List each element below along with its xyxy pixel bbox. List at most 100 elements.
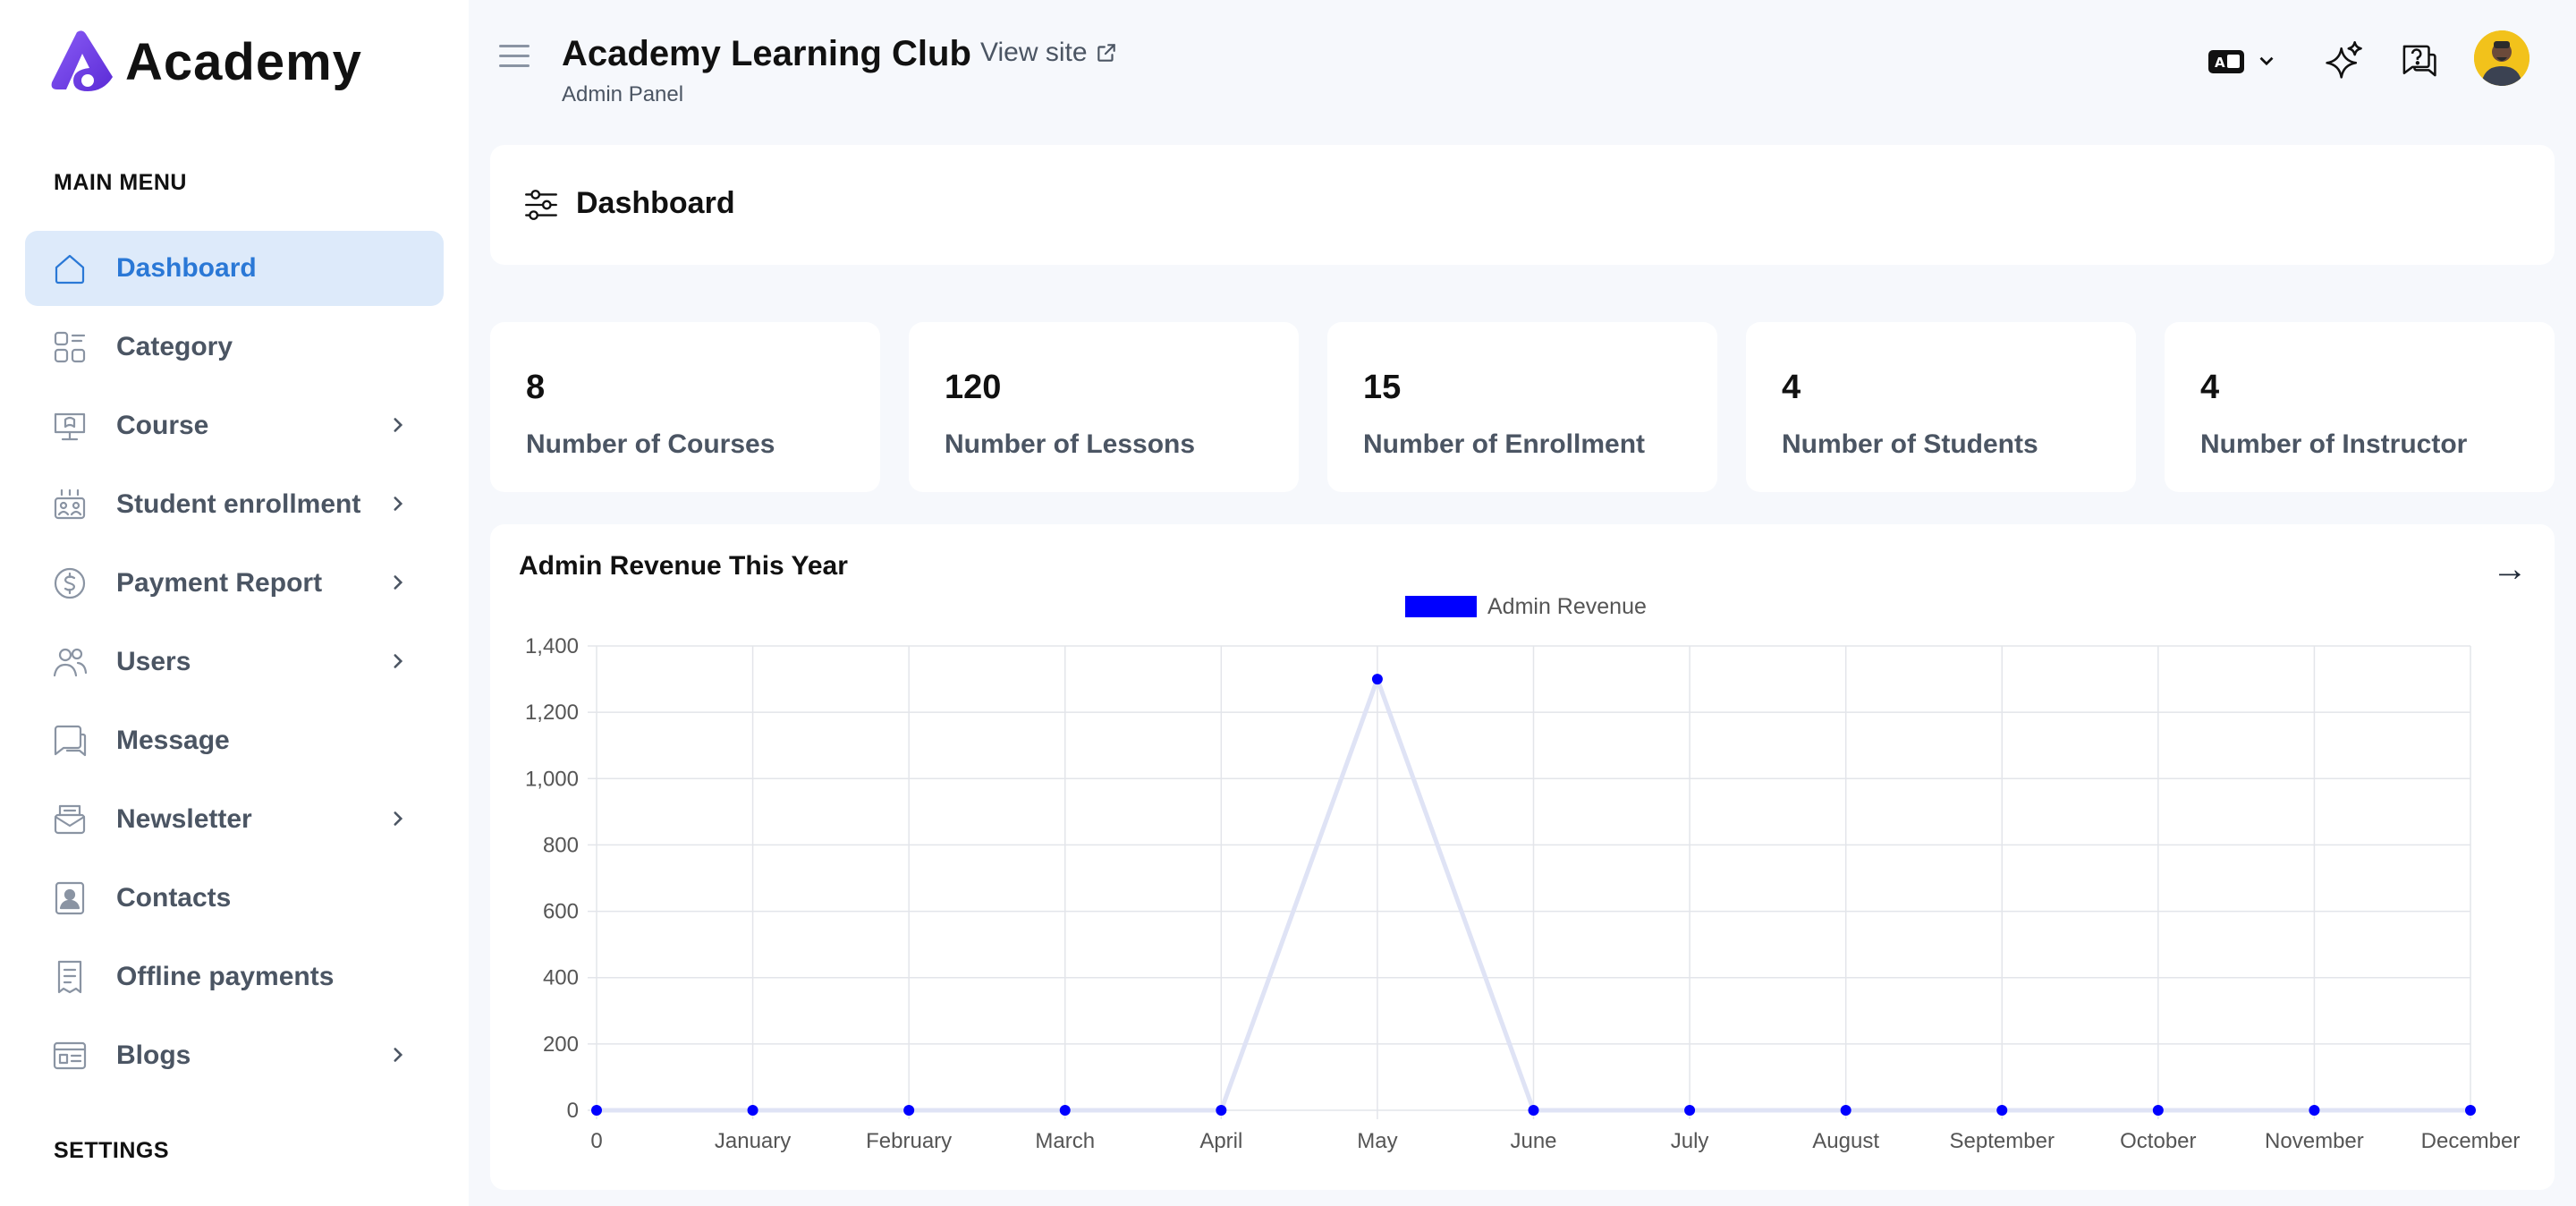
data-point <box>2465 1105 2476 1116</box>
receipt-icon <box>50 957 89 997</box>
category-icon <box>50 327 89 367</box>
data-point <box>2309 1105 2320 1116</box>
stat-value: 8 <box>526 369 546 406</box>
brand-logo[interactable]: Academy <box>47 27 362 97</box>
sidebar: Academy MAIN MENU Dashboard Category Cours… <box>0 0 469 1206</box>
data-point <box>1371 674 1383 685</box>
data-point <box>591 1105 602 1116</box>
hamburger-menu-icon[interactable] <box>499 45 530 70</box>
chevron-right-icon <box>394 418 403 432</box>
x-tick-label: June <box>1510 1129 1556 1153</box>
legend-swatch <box>1405 596 1477 617</box>
x-tick-label: January <box>715 1129 791 1153</box>
stat-card-instructors[interactable]: 4 Number of Instructor <box>2165 322 2555 492</box>
stat-value: 4 <box>1782 369 1801 406</box>
sidebar-item-student-enrollment[interactable]: Student enrollment <box>25 467 444 542</box>
page-header-card: Dashboard <box>490 145 2555 265</box>
x-tick-label: November <box>2265 1129 2364 1153</box>
stat-value: 15 <box>1363 369 1402 406</box>
x-tick-label: May <box>1357 1129 1397 1153</box>
y-tick-label: 0 <box>567 1099 579 1123</box>
course-icon <box>50 406 89 446</box>
sparkle-icon <box>2326 41 2362 79</box>
chevron-right-icon <box>394 1048 403 1062</box>
x-tick-label: March <box>1035 1129 1095 1153</box>
x-tick-label: February <box>866 1129 952 1153</box>
stat-card-enrollment[interactable]: 15 Number of Enrollment <box>1327 322 1717 492</box>
sidebar-item-label: Contacts <box>116 883 232 913</box>
data-point <box>1996 1105 2008 1116</box>
external-link-icon <box>1097 44 1115 62</box>
help-button[interactable] <box>2394 36 2444 86</box>
sidebar-item-dashboard[interactable]: Dashboard <box>25 231 444 306</box>
stat-label: Number of Lessons <box>945 429 1196 459</box>
ai-sparkle-button[interactable] <box>2318 36 2368 86</box>
language-selector[interactable]: A <box>2200 36 2284 86</box>
stat-label: Number of Enrollment <box>1363 429 1646 459</box>
sidebar-item-label: Newsletter <box>116 804 252 834</box>
users-icon <box>50 642 89 682</box>
stat-value: 4 <box>2200 369 2220 406</box>
contacts-icon <box>50 879 89 918</box>
stat-card-courses[interactable]: 8 Number of Courses <box>490 322 880 492</box>
sidebar-item-message[interactable]: Message <box>25 703 444 778</box>
academy-logo-icon <box>51 30 113 91</box>
filter-sliders-icon <box>525 190 557 220</box>
sidebar-item-blogs[interactable]: Blogs <box>25 1018 444 1093</box>
enrollment-icon <box>50 485 89 524</box>
x-tick-label: August <box>1812 1129 1879 1153</box>
view-details-arrow-icon[interactable]: → <box>2492 549 2528 589</box>
chevron-down-icon <box>2259 56 2274 66</box>
sidebar-item-users[interactable]: Users <box>25 624 444 700</box>
y-tick-label: 400 <box>543 966 579 990</box>
dollar-icon <box>50 564 89 603</box>
home-icon <box>50 249 89 288</box>
page-title: Dashboard <box>576 186 735 220</box>
sidebar-item-payment-report[interactable]: Payment Report <box>25 546 444 621</box>
sidebar-item-label: Blogs <box>116 1040 191 1070</box>
brand-name: Academy <box>125 32 362 91</box>
avatar-person-icon <box>2474 30 2529 86</box>
x-tick-label: December <box>2421 1129 2521 1153</box>
data-point <box>1684 1105 1696 1116</box>
newsletter-icon <box>50 800 89 839</box>
data-point <box>1216 1105 1227 1116</box>
stat-value: 120 <box>945 369 1002 406</box>
blog-icon <box>50 1036 89 1075</box>
data-point <box>1840 1105 1852 1116</box>
view-site-label: View site <box>980 38 1088 67</box>
data-point <box>2152 1105 2164 1116</box>
data-point <box>1528 1105 1539 1116</box>
y-tick-label: 1,000 <box>525 767 579 791</box>
site-subtitle: Admin Panel <box>562 82 684 106</box>
sidebar-item-label: Message <box>116 726 230 755</box>
chart-title: Admin Revenue This Year <box>519 551 848 581</box>
y-tick-label: 600 <box>543 900 579 924</box>
stat-label: Number of Courses <box>526 429 775 459</box>
sidebar-item-contacts[interactable]: Contacts <box>25 861 444 936</box>
y-tick-label: 200 <box>543 1032 579 1057</box>
legend-label: Admin Revenue <box>1487 594 1647 619</box>
translate-icon: A <box>2208 50 2244 73</box>
sidebar-item-label: Student enrollment <box>116 489 361 519</box>
sidebar-item-course[interactable]: Course <box>25 388 444 463</box>
y-tick-label: 1,400 <box>525 634 579 658</box>
stat-label: Number of Students <box>1782 429 2038 459</box>
y-tick-label: 800 <box>543 833 579 857</box>
main-menu-heading: MAIN MENU <box>54 170 187 195</box>
sidebar-item-category[interactable]: Category <box>25 310 444 385</box>
sidebar-item-label: Category <box>116 332 233 361</box>
data-point <box>747 1105 758 1116</box>
x-tick-label: 0 <box>590 1129 602 1153</box>
sidebar-item-offline-payments[interactable]: Offline payments <box>25 939 444 1015</box>
stat-card-lessons[interactable]: 120 Number of Lessons <box>909 322 1299 492</box>
sidebar-item-newsletter[interactable]: Newsletter <box>25 782 444 857</box>
stat-label: Number of Instructor <box>2200 429 2468 459</box>
x-tick-label: April <box>1199 1129 1242 1153</box>
stat-card-students[interactable]: 4 Number of Students <box>1746 322 2136 492</box>
chevron-right-icon <box>394 654 403 668</box>
view-site-link[interactable]: View site <box>980 38 1118 68</box>
revenue-line-chart: 0 200 400 600 800 1,000 1,200 1,400 0 January Febr… <box>525 594 2521 1153</box>
x-tick-label: September <box>1950 1129 2055 1153</box>
user-avatar[interactable] <box>2474 30 2529 86</box>
